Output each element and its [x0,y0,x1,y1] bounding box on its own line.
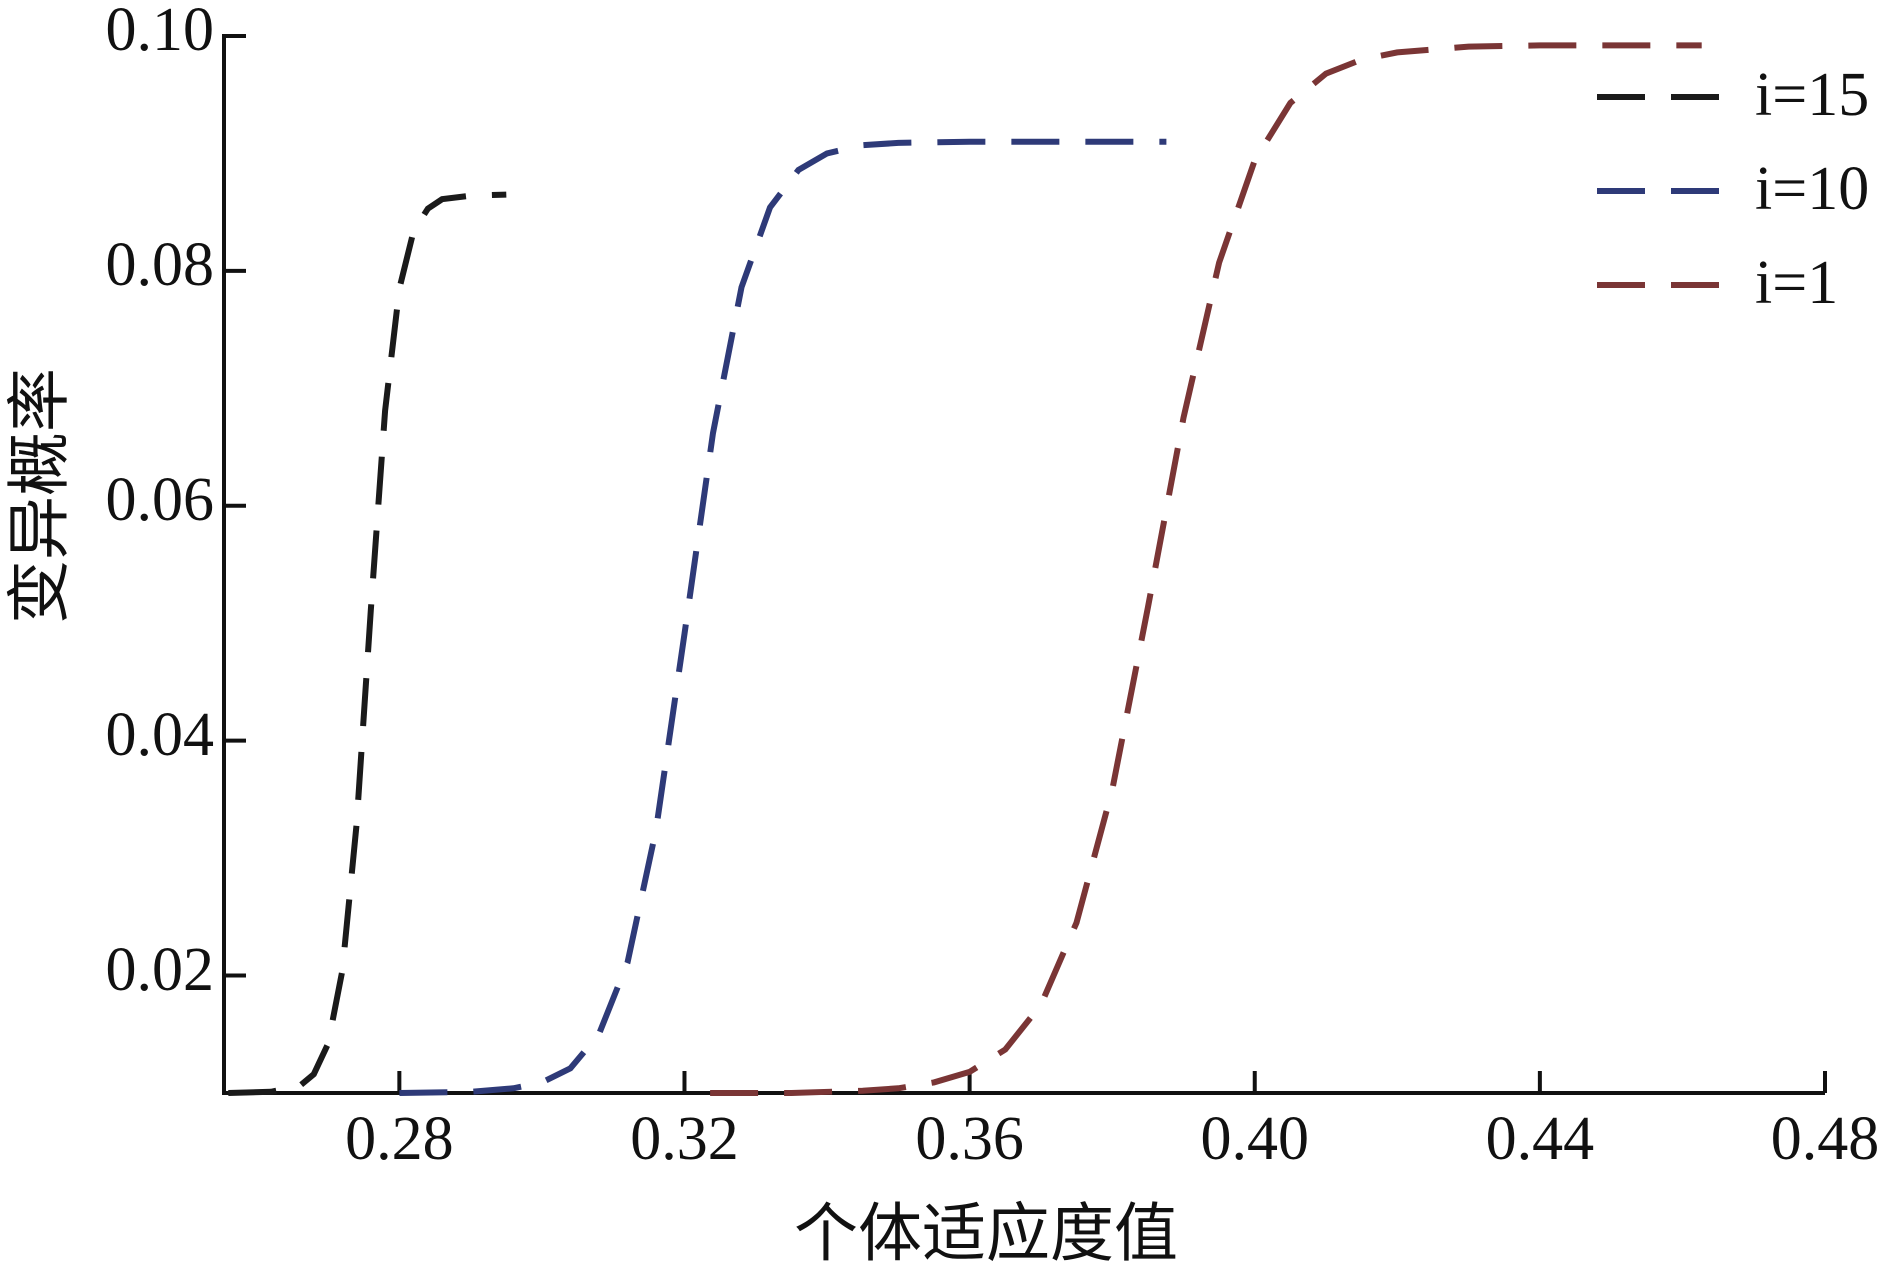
x-tick-label: 0.32 [630,1105,739,1173]
series-line [228,191,507,1096]
y-axis-title: 变异概率 [4,368,78,624]
x-tick-label: 0.48 [1771,1105,1880,1173]
y-tick-label: 0.04 [106,701,215,769]
y-tick-label: 0.08 [106,231,215,299]
x-tick-label: 0.28 [345,1105,454,1173]
y-tick-label: 0.10 [106,0,215,64]
legend-label: i=10 [1755,155,1869,223]
legend-label: i=15 [1755,61,1869,129]
series-line [710,42,1702,1096]
x-tick-label: 0.44 [1486,1105,1595,1173]
x-tick-label: 0.36 [915,1105,1024,1173]
x-tick-label: 0.40 [1200,1105,1309,1173]
legend-label: i=1 [1755,249,1838,317]
series-line [399,138,1167,1096]
x-axis-title: 个体适应度值 [794,1198,1178,1272]
y-tick-label: 0.02 [106,936,215,1004]
y-tick-label: 0.06 [106,466,215,534]
